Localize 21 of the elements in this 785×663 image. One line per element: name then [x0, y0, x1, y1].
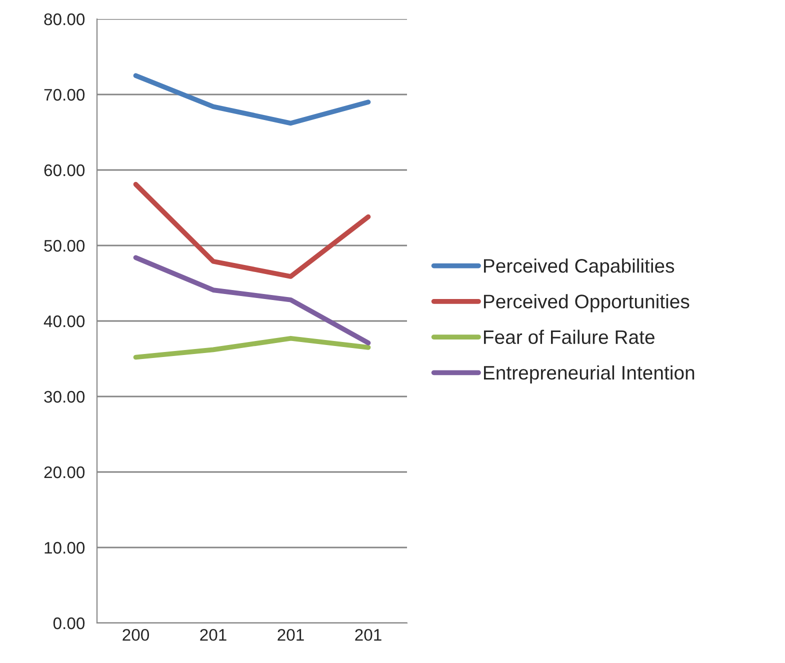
legend-label: Fear of Failure Rate [484, 330, 654, 344]
line-series [133, 336, 371, 360]
legend-label: Entrepreneurial Intention [484, 365, 694, 384]
legend-label: Perceived Opportunities [484, 294, 690, 312]
y-tick-label: 30.00 [44, 390, 85, 403]
x-tick-label: 201 [278, 628, 304, 641]
y-tick-label: 20.00 [44, 466, 85, 478]
y-tick-label: 80.00 [44, 13, 85, 26]
legend-label: Perceived Capabilities [484, 258, 674, 277]
y-tick-label: 10.00 [44, 542, 85, 554]
line-series [133, 255, 371, 346]
y-tick-label: 0.00 [53, 617, 85, 630]
line-series [133, 182, 371, 279]
y-tick-label: 50.00 [44, 240, 85, 252]
x-tick-label: 201 [355, 628, 382, 641]
x-tick-label: 200 [122, 628, 150, 641]
line-series [133, 73, 371, 126]
y-tick-label: 70.00 [44, 88, 85, 101]
y-tick-label: 60.00 [44, 164, 85, 176]
y-tick-label: 40.00 [44, 315, 85, 328]
x-tick-label: 201 [200, 628, 226, 641]
